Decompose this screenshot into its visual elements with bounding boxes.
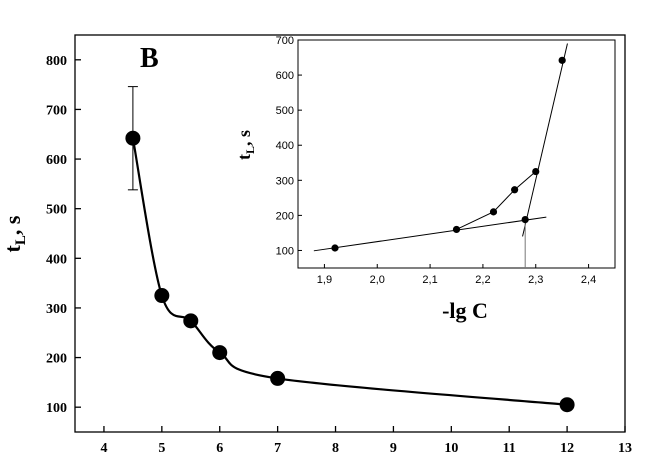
- inset-lines: [313, 43, 568, 268]
- main-x-tick-label: 13: [618, 441, 632, 456]
- inset-y-axis-label: tL, s: [234, 130, 257, 160]
- main-ylabel-main: t: [0, 244, 25, 252]
- inset-data-points: [331, 56, 566, 252]
- inset-fit-line: [313, 216, 547, 252]
- inset-x-tick-label: 2,1: [422, 274, 437, 286]
- inset-x-tick-label: 2,0: [370, 274, 385, 286]
- main-x-tick-label: 11: [503, 441, 516, 456]
- main-x-tick-label: 4: [100, 441, 107, 456]
- main-x-tick-label: 12: [560, 441, 574, 456]
- main-x-tick-label: 10: [444, 441, 458, 456]
- inset-plot-frame: [297, 39, 616, 269]
- inset-y-tick-label: 500: [276, 105, 294, 117]
- inset-y-tick-label: 600: [276, 70, 294, 82]
- inset-data-point: [489, 208, 498, 216]
- data-point: [212, 345, 228, 361]
- main-ylabel-suffix: , s: [0, 215, 25, 235]
- main-x-tick-label: 8: [332, 441, 339, 456]
- main-y-tick-label: 800: [46, 54, 67, 69]
- inset-connect-line: [456, 171, 537, 230]
- main-y-tick-label: 600: [46, 153, 67, 168]
- inset-x-tick-label: 2,4: [581, 274, 596, 286]
- inset-x-tick-label: 2,2: [475, 274, 490, 286]
- main-x-ticks: 4 5 6 7 8 9 10 11 12 13: [100, 426, 632, 456]
- svg-text:tL, s: tL, s: [234, 130, 257, 160]
- inset-data-point: [452, 225, 461, 234]
- inset-y-tick-label: 100: [276, 245, 294, 257]
- main-ylabel-sub: L: [13, 235, 29, 245]
- svg-text:tL, s: tL, s: [0, 215, 29, 252]
- data-point: [154, 288, 170, 304]
- main-y-tick-label: 100: [46, 401, 67, 416]
- inset-data-point: [331, 244, 339, 252]
- main-data-points: [125, 130, 575, 413]
- data-point: [125, 130, 141, 146]
- panel-label: B: [140, 43, 159, 74]
- data-point: [270, 370, 286, 386]
- inset-y-tick-label: 200: [276, 210, 294, 222]
- inset-fit-line: [522, 43, 568, 237]
- inset-data-point: [521, 215, 529, 224]
- inset-x-tick-label: 1,9: [317, 274, 332, 286]
- main-x-tick-label: 9: [390, 441, 397, 456]
- inset-ylabel-suffix: , s: [234, 130, 254, 146]
- main-x-tick-label: 7: [274, 441, 281, 456]
- inset-y-tick-label: 400: [276, 140, 294, 152]
- data-point: [559, 397, 575, 413]
- main-plot-frame: [74, 34, 626, 433]
- inset-data-point: [511, 186, 519, 194]
- main-y-tick-label: 400: [46, 252, 67, 267]
- inset-y-ticks: 100 200 300 400 500 600 700: [276, 35, 302, 257]
- main-y-tick-label: 700: [46, 103, 67, 118]
- inset-data-point: [558, 56, 566, 64]
- main-y-tick-label: 500: [46, 203, 67, 218]
- main-y-ticks: 100 200 300 400 500 600 700 800: [46, 54, 81, 416]
- data-point: [183, 313, 199, 329]
- main-x-tick-label: 6: [216, 441, 223, 456]
- inset-x-tick-label: 2,3: [528, 274, 543, 286]
- inset-x-ticks: 1,9 2,0 2,1 2,2 2,3 2,4: [317, 264, 596, 286]
- inset-x-axis-label: -lg C: [442, 298, 488, 323]
- inset-ylabel-sub: L: [243, 146, 257, 154]
- main-x-tick-label: 5: [158, 441, 165, 456]
- inset-ylabel-main: t: [234, 154, 254, 160]
- main-y-tick-label: 200: [46, 352, 67, 367]
- main-y-axis-label: tL, s: [0, 215, 29, 252]
- inset-data-point: [532, 167, 540, 176]
- main-y-tick-label: 300: [46, 302, 67, 317]
- inset-y-tick-label: 300: [276, 175, 294, 187]
- inset-y-tick-label: 700: [276, 35, 294, 47]
